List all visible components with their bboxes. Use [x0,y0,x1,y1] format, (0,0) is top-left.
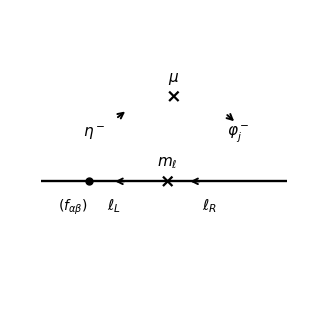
Text: $m_\ell$: $m_\ell$ [157,155,178,171]
Text: $(f_{\alpha\beta})$: $(f_{\alpha\beta})$ [58,197,88,217]
Text: $\ell_L$: $\ell_L$ [107,197,120,215]
Text: $\eta^-$: $\eta^-$ [83,124,105,142]
Text: $\ell_R$: $\ell_R$ [202,197,217,215]
Text: $\mu$: $\mu$ [168,71,180,87]
Text: $\varphi_j^-$: $\varphi_j^-$ [227,123,249,144]
